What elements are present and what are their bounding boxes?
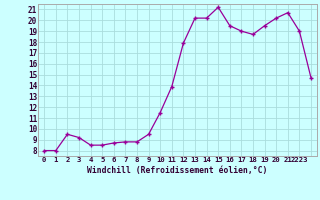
X-axis label: Windchill (Refroidissement éolien,°C): Windchill (Refroidissement éolien,°C) [87,166,268,175]
